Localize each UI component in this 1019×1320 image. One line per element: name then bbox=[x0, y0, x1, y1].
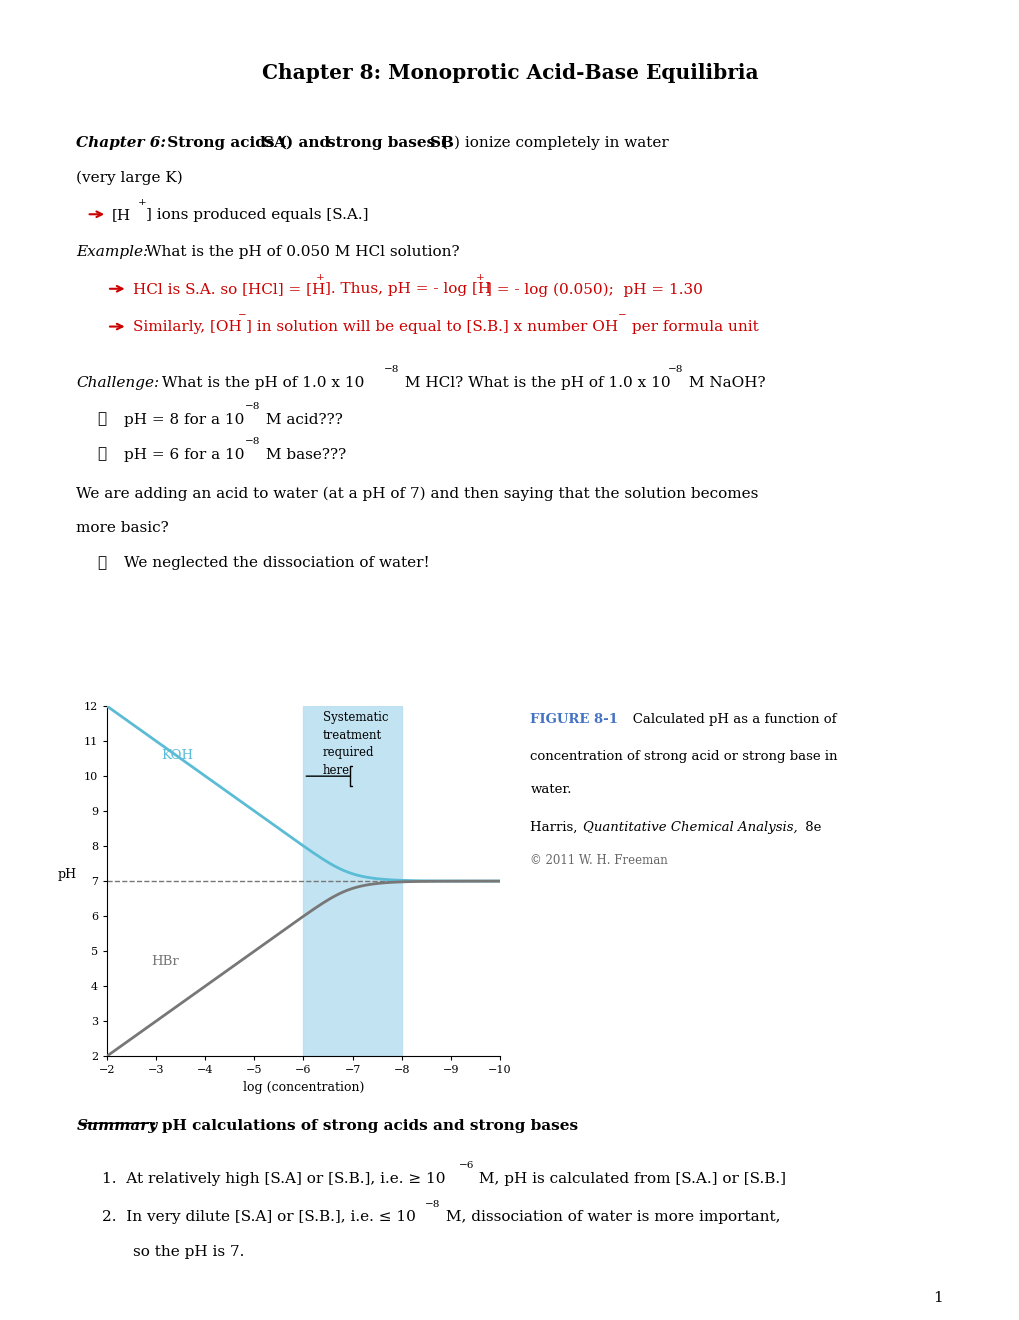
Text: M acid???: M acid??? bbox=[261, 413, 342, 426]
Text: ❖: ❖ bbox=[97, 447, 106, 462]
Text: M base???: M base??? bbox=[261, 447, 346, 462]
Text: +: + bbox=[316, 273, 325, 282]
Text: Systematic: Systematic bbox=[323, 711, 388, 725]
Text: pH = 8 for a 10: pH = 8 for a 10 bbox=[124, 413, 245, 426]
Text: ] ions produced equals [S.A.]: ] ions produced equals [S.A.] bbox=[146, 207, 368, 222]
Text: Similarly, [OH: Similarly, [OH bbox=[132, 319, 242, 334]
Text: Harris,: Harris, bbox=[530, 821, 582, 834]
Text: M NaOH?: M NaOH? bbox=[684, 376, 765, 389]
Text: Chapter 8: Monoprotic Acid-Base Equilibria: Chapter 8: Monoprotic Acid-Base Equilibr… bbox=[262, 63, 757, 83]
Text: M HCl? What is the pH of 1.0 x 10: M HCl? What is the pH of 1.0 x 10 bbox=[399, 376, 669, 389]
Text: −8: −8 bbox=[383, 366, 398, 375]
X-axis label: log (concentration): log (concentration) bbox=[243, 1081, 364, 1093]
Text: ) ionize completely in water: ) ionize completely in water bbox=[453, 136, 668, 150]
Text: We neglected the dissociation of water!: We neglected the dissociation of water! bbox=[124, 556, 430, 570]
Text: Summary: Summary bbox=[76, 1119, 158, 1134]
Text: +: + bbox=[476, 273, 485, 282]
Text: here: here bbox=[323, 764, 350, 777]
Text: ) and: ) and bbox=[285, 136, 334, 150]
Text: Calculated pH as a function of: Calculated pH as a function of bbox=[620, 713, 836, 726]
Text: ] = - log (0.050);  pH = 1.30: ] = - log (0.050); pH = 1.30 bbox=[485, 282, 702, 297]
Text: so the pH is 7.: so the pH is 7. bbox=[132, 1245, 244, 1259]
Text: [H: [H bbox=[112, 207, 131, 222]
Text: per formula unit: per formula unit bbox=[627, 319, 758, 334]
Text: Quantitative Chemical Analysis,: Quantitative Chemical Analysis, bbox=[583, 821, 798, 834]
Text: treatment: treatment bbox=[323, 729, 382, 742]
Text: ❖: ❖ bbox=[97, 556, 106, 570]
Text: M, pH is calculated from [S.A.] or [S.B.]: M, pH is calculated from [S.A.] or [S.B.… bbox=[474, 1172, 786, 1185]
Y-axis label: pH: pH bbox=[57, 869, 76, 882]
Text: Strong acids (: Strong acids ( bbox=[162, 136, 286, 150]
Bar bbox=[304, 706, 401, 1056]
Text: required: required bbox=[323, 746, 374, 759]
Text: −8: −8 bbox=[245, 437, 260, 446]
Text: more basic?: more basic? bbox=[76, 521, 169, 535]
Text: HCl is S.A. so [HCl] = [H: HCl is S.A. so [HCl] = [H bbox=[132, 282, 324, 296]
Text: −: − bbox=[618, 310, 627, 319]
Text: Chapter 6:: Chapter 6: bbox=[76, 136, 166, 150]
Text: 1: 1 bbox=[932, 1291, 943, 1305]
Text: (very large K): (very large K) bbox=[76, 172, 183, 185]
Text: 2.  In very dilute [S.A] or [S.B.], i.e. ≤ 10: 2. In very dilute [S.A] or [S.B.], i.e. … bbox=[102, 1210, 416, 1225]
Text: ] in solution will be equal to [S.B.] x number OH: ] in solution will be equal to [S.B.] x … bbox=[246, 319, 618, 334]
Text: ]. Thus, pH = - log [H: ]. Thus, pH = - log [H bbox=[325, 282, 491, 296]
Text: +: + bbox=[138, 198, 147, 207]
Text: ❖: ❖ bbox=[97, 413, 106, 426]
Text: HBr: HBr bbox=[151, 956, 179, 968]
Text: −: − bbox=[237, 310, 247, 319]
Text: What is the pH of 0.050 M HCl solution?: What is the pH of 0.050 M HCl solution? bbox=[141, 246, 459, 260]
Text: SA: SA bbox=[263, 136, 285, 150]
Text: © 2011 W. H. Freeman: © 2011 W. H. Freeman bbox=[530, 854, 667, 867]
Text: −8: −8 bbox=[667, 366, 683, 375]
Text: strong bases (: strong bases ( bbox=[327, 136, 447, 150]
Text: What is the pH of 1.0 x 10: What is the pH of 1.0 x 10 bbox=[157, 376, 364, 389]
Text: −8: −8 bbox=[245, 403, 260, 411]
Text: FIGURE 8-1: FIGURE 8-1 bbox=[530, 713, 618, 726]
Text: M, dissociation of water is more important,: M, dissociation of water is more importa… bbox=[440, 1210, 780, 1225]
Text: −6: −6 bbox=[459, 1162, 474, 1171]
Text: −8: −8 bbox=[425, 1200, 440, 1209]
Text: concentration of strong acid or strong base in: concentration of strong acid or strong b… bbox=[530, 750, 837, 763]
Text: 1.  At relatively high [S.A] or [S.B.], i.e. ≥ 10: 1. At relatively high [S.A] or [S.B.], i… bbox=[102, 1172, 445, 1185]
Text: pH = 6 for a 10: pH = 6 for a 10 bbox=[124, 447, 245, 462]
Text: We are adding an acid to water (at a pH of 7) and then saying that the solution : We are adding an acid to water (at a pH … bbox=[76, 486, 758, 500]
Text: 8e: 8e bbox=[800, 821, 820, 834]
Text: SB: SB bbox=[430, 136, 454, 150]
Text: Example:: Example: bbox=[76, 246, 149, 260]
Text: KOH: KOH bbox=[161, 748, 193, 762]
Text: Challenge:: Challenge: bbox=[76, 376, 159, 389]
Text: : pH calculations of strong acids and strong bases: : pH calculations of strong acids and st… bbox=[151, 1119, 578, 1134]
Text: water.: water. bbox=[530, 783, 572, 796]
